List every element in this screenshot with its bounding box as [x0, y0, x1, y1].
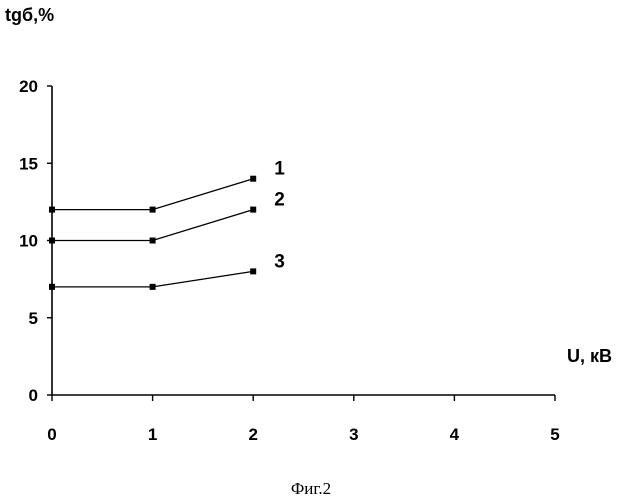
- figure-caption: Фиг.2: [291, 479, 331, 498]
- series-label: 1: [274, 159, 285, 180]
- y-tick-label: 20: [19, 77, 38, 96]
- data-point: [250, 176, 256, 182]
- series-2: 2: [49, 190, 285, 244]
- series-label: 3: [274, 251, 285, 272]
- series-line: [52, 179, 253, 210]
- data-point: [49, 207, 55, 213]
- data-point: [49, 284, 55, 290]
- y-axis-ticks: 0 5 10 15 20: [19, 77, 52, 405]
- y-tick-label: 0: [29, 386, 38, 405]
- x-tick-label: 4: [450, 425, 460, 444]
- data-point: [250, 268, 256, 274]
- series-label: 2: [274, 190, 285, 211]
- data-point: [150, 284, 156, 290]
- y-tick-label: 15: [19, 154, 38, 173]
- data-point: [150, 207, 156, 213]
- series-3: 3: [49, 251, 285, 289]
- data-point: [250, 207, 256, 213]
- x-axis-title: U, кВ: [567, 346, 612, 366]
- series-line: [52, 210, 253, 241]
- data-point: [49, 238, 55, 244]
- y-tick-label: 5: [29, 309, 38, 328]
- series-1: 1: [49, 159, 285, 213]
- x-tick-label: 1: [148, 425, 157, 444]
- x-tick-label: 5: [550, 425, 559, 444]
- y-axis-title: tgб,%: [5, 5, 54, 25]
- x-tick-label: 0: [47, 425, 56, 444]
- data-point: [150, 238, 156, 244]
- series-layer: 1 2 3: [49, 159, 285, 290]
- x-axis-ticks: 0 1 2 3 4 5: [47, 395, 559, 444]
- x-tick-label: 2: [248, 425, 257, 444]
- y-tick-label: 10: [19, 232, 38, 251]
- x-tick-label: 3: [349, 425, 358, 444]
